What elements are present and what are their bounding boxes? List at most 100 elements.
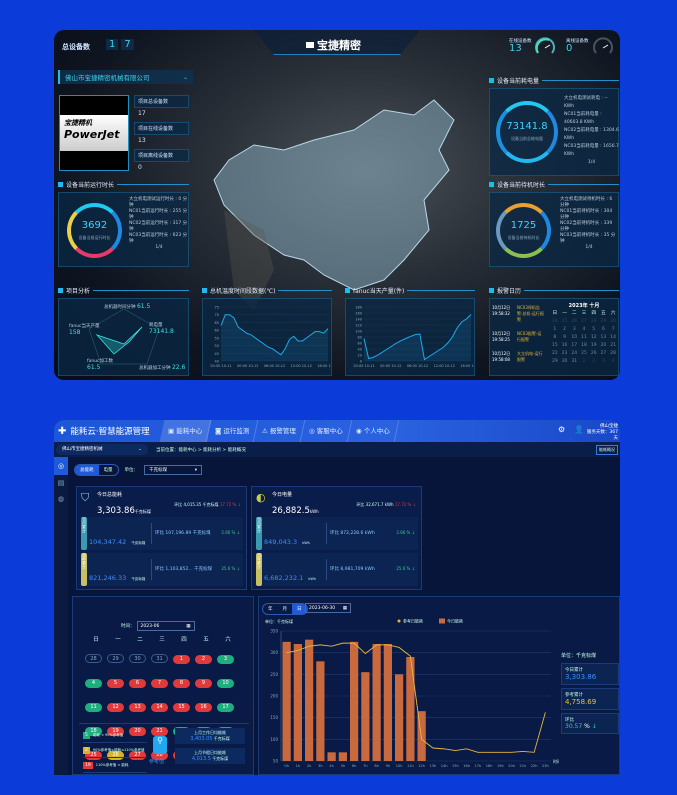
calendar-day: 26 [590,351,597,356]
calendar-day: 3 [601,359,605,364]
month-input[interactable]: 2023-06 ▦ [136,621,195,631]
toggle-electricity[interactable]: 电量 [103,468,113,473]
company-select[interactable]: 佛山市宝捷精密机械有限公司 ⌄ [58,70,193,84]
line-point [455,750,456,751]
calendar-day[interactable]: 15 [173,703,190,712]
legend-item: NC01当前待机时长 : 304 分钟 [560,209,613,220]
nav-run-monitor[interactable]: ◙ 运行监测 [206,420,259,442]
company-select[interactable]: 佛山市宝捷精密机械 ⌄ [56,444,148,455]
x-tick-label: 8h [374,764,379,768]
pager[interactable]: 1/4 [585,245,593,250]
row-tag: 当年累计 [256,553,262,586]
run-time-panel: 设备当前运行时长 3692 设备当前运行时长 大立机电测试运行时长 : 0 分钟… [58,180,189,267]
calendar-day[interactable]: 19 [107,727,124,736]
summary-card-electricity: ◐ 今日电量 26,882.5kWh 环比 32,671.7 kWh 17.72 % … [251,486,422,590]
accumulate-row: 当月累计 849,043.3 kWh 环比 872,228.6 kWh 2.66 % … [256,517,418,550]
line-point [410,655,411,657]
legend-item: NC03当前耗电量 : 1656.7 KWh [564,144,619,157]
calendar-day[interactable]: 25 [85,751,102,760]
calendar-day[interactable]: 21 [151,727,168,736]
calendar-day[interactable]: 4 [85,679,102,688]
calendar-day[interactable]: 1 [173,655,190,664]
pager[interactable]: 1/4 [155,245,163,250]
calendar-day[interactable]: 31 [151,654,168,663]
calendar-day[interactable]: 10 [217,679,234,688]
arrow-down-icon: ↓ [591,723,597,730]
calendar-day: 20 [600,343,607,348]
calendar-day[interactable]: 5 [107,679,124,688]
calendar-day[interactable]: 13 [129,703,146,712]
notification-bell-icon[interactable]: ⚙ [558,425,566,434]
unit-select[interactable]: 千克标煤 ▾ [144,465,202,475]
x-tick-label: 7h [363,764,368,768]
weekday: 四 [591,311,596,316]
nav-personal[interactable]: ◉ 个人中心 [347,420,399,442]
bar [316,661,325,761]
calendar-day[interactable]: 2 [195,655,212,664]
x-tick-label: 19h [497,764,504,768]
toggle-total-energy[interactable]: 总能耗 [75,465,99,475]
calendar-day[interactable]: 9 [195,679,212,688]
calendar-day[interactable]: 3 [217,655,234,664]
tab-day[interactable]: 日 [292,604,307,614]
calendar-day[interactable]: 28 [85,654,102,663]
calendar-day: 30 [561,359,568,364]
alarm-month: 2023年 十月 [568,303,600,309]
calendar-day[interactable]: 14 [151,703,168,712]
calendar-day: 18 [581,343,587,348]
calendar-day[interactable]: 26 [107,751,124,760]
x-tick-label: 15h [452,764,459,768]
calendar-day: 2 [592,359,596,364]
calendar-day[interactable]: 17 [217,703,234,712]
date-input[interactable]: 2023-06-30 ▦ [305,603,351,613]
summary-cards: ⛉ 今日总能耗 3,303.86千克标煤 环比 4,015.35 千克标煤 17.72… [76,486,512,590]
energy-icon[interactable]: ◎ [54,457,68,475]
bar [383,644,392,761]
brand-name: 能耗云·智慧能源管理 [70,427,150,437]
chevron-down-icon: ⌄ [182,73,188,81]
tab-month[interactable]: 月 [282,607,288,612]
pager[interactable]: 1/4 [587,160,596,165]
ref-title: 上月工作日均能耗 [194,730,226,735]
unit-label: 单位： [124,468,139,473]
calendar-day[interactable]: 16 [195,703,212,712]
calendar-day[interactable]: 30 [129,654,146,663]
calendar-day[interactable]: 18 [85,727,102,736]
series-line [363,314,472,361]
user-icon[interactable]: 👤 [574,425,584,434]
tab-year[interactable]: 年 [268,607,273,612]
ref-title: 上月节假日均能耗 [194,750,226,755]
calendar-day[interactable]: 7 [151,679,168,688]
analysis-icon[interactable]: ◍ [57,495,65,503]
ring-value: 73141.8 [506,121,548,132]
radar-label: fanuc加工数 61.5 [87,359,114,371]
overview-button[interactable]: 能耗概况 [596,444,618,455]
calendar-day[interactable]: 28 [151,751,168,760]
calendar-day[interactable]: 29 [107,654,124,663]
calendar-day[interactable]: 11 [85,703,102,712]
y-tick-label: 40 [215,360,219,364]
calendar-day[interactable]: 27 [129,751,146,760]
x-tick-label: 17h [474,764,481,768]
calendar-day[interactable]: 20 [129,727,146,736]
nav-energy-center[interactable]: ▣ 能耗中心 [159,420,212,442]
weekday-header: 日一二三四五六 [85,635,245,643]
calendar-day: 6 [601,327,605,332]
x-tick-label: 10h [396,764,403,768]
reference-line [286,642,546,753]
calendar-day: 29 [600,319,607,324]
alarm-event: 10月12日 19:58:25 NC03报警-运行报警 [492,331,547,343]
calendar-day[interactable]: 6 [129,679,146,688]
y-tick-label: 180 [355,306,362,310]
calendar-day[interactable]: 8 [173,679,190,688]
weekday: 五 [203,637,209,643]
row-compare: 环比 1,103,852... 千克标煤 [155,567,213,572]
stat-value: 17 [138,110,146,117]
nav-alarm[interactable]: ⚠ 报警管理 [253,420,306,442]
report-icon[interactable]: ▤ [57,479,65,487]
nav-service[interactable]: ◎ 客服中心 [300,420,353,442]
reference-label: 参考值 [149,759,165,765]
stat-label: 项目离线设备数 [134,149,189,162]
total-devices-counter: 1 7 [106,39,134,50]
calendar-day[interactable]: 12 [107,703,124,712]
